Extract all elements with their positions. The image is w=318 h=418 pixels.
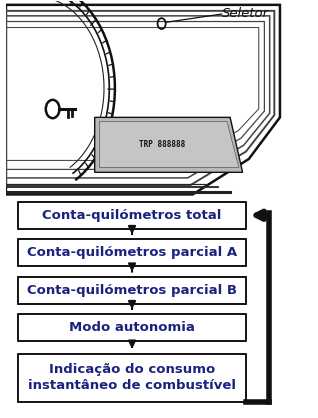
Text: TRP 888888: TRP 888888 xyxy=(139,140,185,148)
Text: Indicação do consumo
instantâneo de combustível: Indicação do consumo instantâneo de comb… xyxy=(28,363,236,393)
Text: Conta-quilómetros parcial A: Conta-quilómetros parcial A xyxy=(27,246,237,259)
Text: Conta-quilómetros parcial B: Conta-quilómetros parcial B xyxy=(27,284,237,297)
FancyBboxPatch shape xyxy=(18,239,246,266)
FancyBboxPatch shape xyxy=(18,202,246,229)
FancyBboxPatch shape xyxy=(18,354,246,402)
Text: Modo autonomia: Modo autonomia xyxy=(69,321,195,334)
Text: Conta-quilómetros total: Conta-quilómetros total xyxy=(42,209,222,222)
Polygon shape xyxy=(95,117,243,172)
Polygon shape xyxy=(99,122,239,167)
Text: Seletor: Seletor xyxy=(222,7,269,20)
FancyBboxPatch shape xyxy=(18,277,246,304)
FancyBboxPatch shape xyxy=(18,314,246,341)
